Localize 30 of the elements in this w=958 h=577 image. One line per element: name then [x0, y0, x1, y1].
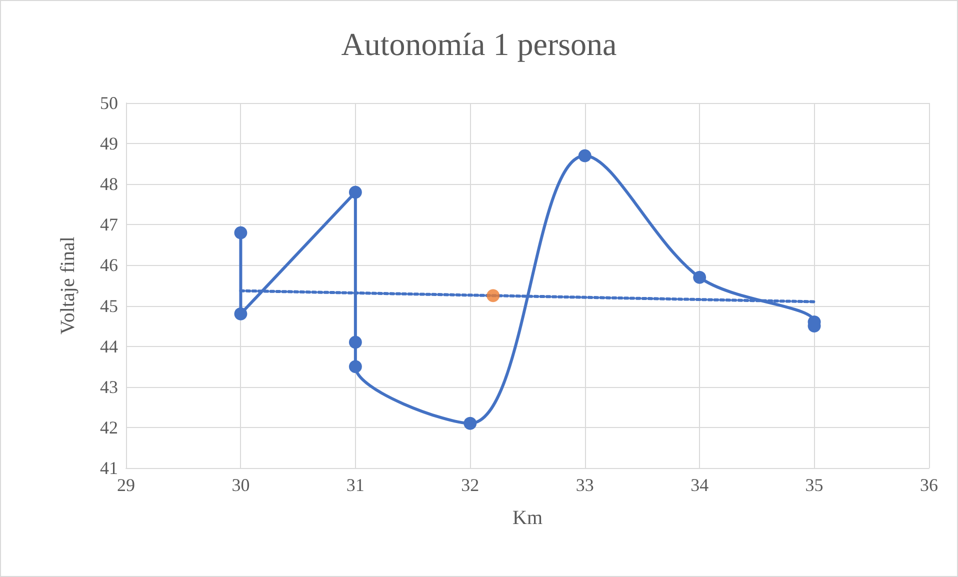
x-tick-label: 35	[805, 475, 824, 495]
y-axis-title: Voltaje final	[57, 236, 79, 334]
y-tick-label: 42	[100, 417, 118, 438]
y-tick-label: 49	[100, 134, 118, 154]
y-tick-label: 47	[100, 214, 118, 235]
x-tick-label: 30	[232, 475, 250, 495]
point	[464, 416, 477, 430]
x-axis-title: Km	[512, 507, 543, 529]
x-tick-label: 36	[920, 475, 938, 495]
x-tick-label: 29	[117, 475, 135, 495]
x-tick-label: 34	[690, 475, 709, 495]
y-tick-label: 46	[100, 255, 118, 276]
y-tick-label: 48	[100, 174, 118, 194]
x-tick-label: 33	[576, 475, 594, 495]
y-tick-label: 41	[100, 458, 118, 478]
chart-title: Autonomía 1 persona	[341, 26, 617, 62]
x-tick-label: 32	[461, 475, 480, 495]
point	[578, 149, 592, 162]
x-tick-label: 31	[346, 475, 364, 495]
point	[348, 360, 362, 374]
y-tick-label: 43	[100, 376, 118, 397]
point	[348, 336, 362, 349]
point	[486, 289, 500, 302]
point	[234, 226, 248, 240]
point	[693, 270, 706, 284]
y-tick-label: 50	[100, 93, 118, 113]
point	[348, 186, 362, 199]
y-tick-label: 45	[100, 296, 118, 316]
point	[234, 307, 248, 320]
y-tick-label: 44	[100, 336, 118, 356]
